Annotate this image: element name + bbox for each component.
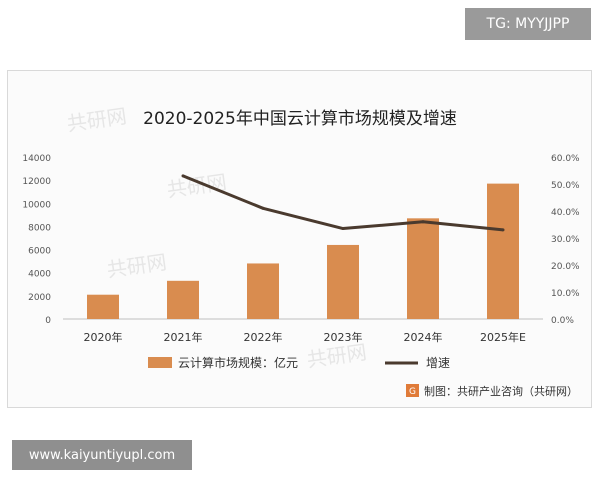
y-right-axis: 0.0% 10.0% 20.0% 30.0% 40.0% 50.0% 60.0%	[551, 154, 580, 326]
legend-swatch-bar	[148, 357, 172, 368]
y-left-tick-label: 0	[45, 316, 51, 326]
x-tick-label: 2024年	[404, 330, 443, 344]
y-right-tick-label: 0.0%	[551, 316, 574, 326]
y-left-axis: 0 2000 4000 6000 8000 10000 12000 14000	[22, 154, 51, 326]
y-left-tick-label: 14000	[22, 154, 51, 164]
chart-title: 2020-2025年中国云计算市场规模及增速	[143, 109, 457, 129]
x-tick-label: 2021年	[164, 330, 203, 344]
x-tick-label: 2022年	[244, 330, 283, 344]
x-tick-label: 2023年	[324, 330, 363, 344]
bar	[247, 263, 279, 319]
x-tick-label: 2025年E	[480, 330, 526, 344]
y-left-tick-label: 8000	[28, 223, 51, 233]
source-label: 制图：共研产业咨询（共研网）	[424, 384, 578, 398]
y-right-tick-label: 60.0%	[551, 154, 580, 164]
y-right-tick-label: 50.0%	[551, 181, 580, 191]
bar-series	[87, 183, 519, 319]
bar	[87, 294, 119, 319]
y-right-tick-label: 40.0%	[551, 208, 580, 218]
y-left-tick-label: 12000	[22, 177, 51, 187]
legend-label-line: 增速	[426, 356, 450, 370]
watermark-text: 共研网	[65, 104, 128, 136]
watermark-text: 共研网	[105, 250, 168, 282]
y-right-tick-label: 20.0%	[551, 262, 580, 272]
logo-badge-icon: G	[406, 384, 419, 397]
line-series	[181, 174, 505, 232]
watermark-text: 共研网	[165, 170, 228, 202]
svg-text:G: G	[409, 387, 416, 397]
growth-point	[181, 174, 185, 178]
chart-card: 共研网 共研网 共研网 共研网 2020-2025年中国云计算市场规模及增速 0…	[7, 70, 592, 408]
growth-point	[501, 228, 505, 232]
y-left-tick-label: 6000	[28, 247, 51, 257]
tg-watermark-badge: TG: MYYJJPP	[465, 8, 591, 40]
x-tick-label: 2020年	[84, 330, 123, 344]
y-left-tick-label: 4000	[28, 270, 51, 280]
bar	[407, 218, 439, 319]
bar	[487, 183, 519, 319]
growth-point	[261, 206, 265, 210]
watermark-text: 共研网	[305, 340, 368, 372]
bar	[167, 280, 199, 319]
y-right-tick-label: 10.0%	[551, 289, 580, 299]
y-right-tick-label: 30.0%	[551, 235, 580, 245]
legend-label-bar: 云计算市场规模：亿元	[178, 355, 298, 370]
url-watermark-badge: www.kaiyuntiyupl.com	[12, 440, 192, 470]
chart-svg: 共研网 共研网 共研网 共研网 2020-2025年中国云计算市场规模及增速 0…	[22, 104, 580, 398]
bar	[327, 244, 359, 319]
growth-point	[421, 220, 425, 224]
x-axis: 2020年 2021年 2022年 2023年 2024年 2025年E	[84, 330, 527, 344]
y-left-tick-label: 2000	[28, 293, 51, 303]
y-left-tick-label: 10000	[22, 200, 51, 210]
growth-line	[182, 174, 504, 232]
growth-point	[341, 227, 345, 231]
